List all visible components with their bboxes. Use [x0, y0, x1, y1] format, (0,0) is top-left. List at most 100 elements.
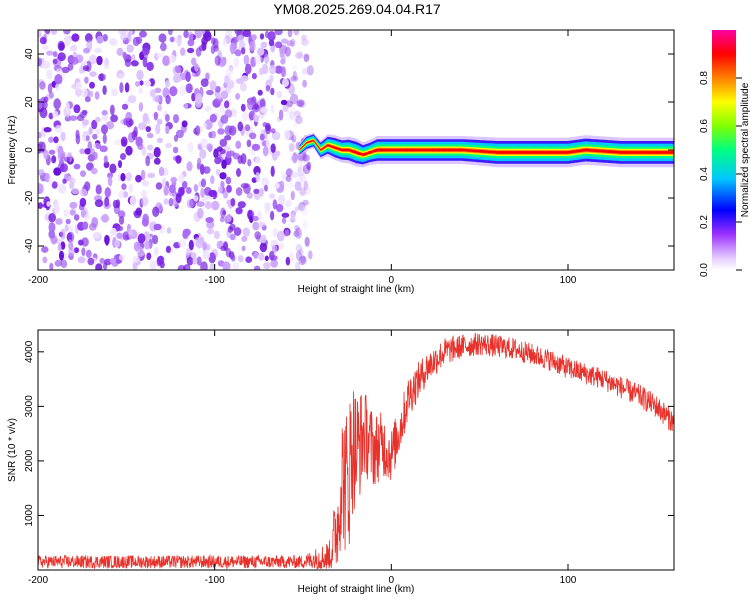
noise-blob: [149, 260, 157, 270]
noise-blob: [220, 90, 229, 100]
noise-blob: [62, 178, 67, 184]
noise-blob: [132, 36, 140, 47]
noise-blob: [60, 228, 66, 240]
noise-blob: [141, 217, 149, 227]
noise-blob: [81, 247, 86, 256]
noise-blob: [96, 55, 103, 66]
noise-blob: [275, 150, 281, 157]
noise-blob: [297, 151, 306, 161]
ridge-peak-dot: [548, 151, 553, 154]
noise-blob: [281, 171, 289, 181]
noise-blob: [286, 220, 292, 230]
noise-blob: [285, 256, 291, 266]
noise-blob: [286, 40, 294, 47]
noise-blob: [213, 230, 220, 240]
colorbar: 0.0 0.2 0.4 0.6 0.8 Normalized spectral ampl…: [699, 30, 750, 277]
noise-blob: [95, 184, 102, 195]
noise-blob: [110, 114, 118, 123]
ridge-peak-dot: [447, 148, 452, 152]
noise-blob: [83, 48, 90, 54]
ridge-peak-dot: [532, 151, 537, 154]
noise-blob: [69, 181, 75, 190]
noise-blob: [222, 38, 227, 47]
noise-blob: [147, 144, 154, 151]
ridge-peak-dot: [505, 151, 511, 154]
noise-blob: [304, 236, 310, 247]
noise-blob: [78, 239, 84, 246]
noise-blob: [72, 51, 77, 58]
noise-blob: [237, 121, 244, 132]
noise-blob: [224, 135, 232, 141]
noise-blob: [67, 175, 74, 182]
noise-blob: [128, 118, 134, 126]
noise-blob: [90, 167, 98, 175]
noise-blob: [197, 157, 202, 169]
noise-blob: [204, 105, 211, 112]
noise-blob: [264, 205, 271, 214]
ridge-peak-dot: [479, 149, 484, 153]
noise-blob: [270, 128, 276, 134]
noise-blob: [280, 66, 286, 78]
noise-blob: [165, 114, 170, 122]
noise-blob: [52, 58, 58, 65]
noise-blob: [298, 248, 304, 256]
noise-blob: [142, 115, 151, 125]
heatmap-y-tick-label: 40: [24, 48, 35, 60]
noise-blob: [276, 203, 284, 213]
noise-blob: [153, 223, 162, 231]
noise-blob: [123, 117, 128, 126]
ridge-peak-dot: [458, 148, 463, 152]
noise-blob: [172, 146, 179, 154]
noise-blob: [131, 130, 138, 141]
noise-blob: [293, 232, 299, 242]
noise-blob: [251, 104, 261, 113]
noise-blob: [155, 123, 161, 135]
noise-blob: [296, 50, 304, 58]
noise-blob: [185, 71, 191, 83]
noise-blob: [305, 161, 311, 170]
noise-blob: [186, 256, 194, 266]
noise-blob: [210, 45, 216, 55]
noise-blob: [54, 203, 60, 214]
noise-blob: [144, 80, 151, 87]
noise-blob: [261, 177, 270, 187]
noise-blob: [194, 30, 203, 39]
noise-blob: [60, 259, 68, 269]
ridge-peak-dot: [500, 151, 505, 154]
noise-blob: [68, 248, 75, 257]
noise-blob: [293, 230, 300, 238]
noise-blob: [200, 138, 209, 149]
noise-blob: [175, 193, 182, 204]
noise-blob: [57, 183, 67, 194]
noise-blob: [46, 69, 53, 80]
noise-blob: [69, 201, 78, 209]
noise-blob: [73, 104, 81, 114]
noise-blob: [235, 207, 243, 215]
noise-blob: [95, 143, 102, 150]
noise-blob: [196, 201, 205, 208]
noise-blob: [89, 90, 94, 98]
noise-blob: [208, 252, 216, 264]
noise-blob: [89, 54, 97, 65]
noise-blob: [39, 36, 47, 45]
noise-blob: [254, 156, 261, 164]
noise-blob: [237, 255, 244, 263]
noise-blob: [152, 234, 159, 245]
noise-blob: [290, 93, 299, 105]
ridge-peak-dot: [617, 150, 622, 154]
noise-blob: [117, 210, 126, 219]
noise-blob: [86, 162, 94, 171]
noise-blob: [141, 48, 150, 56]
noise-blob: [264, 184, 268, 192]
noise-blob: [84, 214, 91, 221]
noise-blob: [38, 169, 45, 176]
noise-blob: [175, 129, 184, 139]
noise-blob: [109, 38, 118, 46]
noise-blob: [81, 237, 89, 247]
noise-blob: [236, 168, 241, 177]
noise-blob: [293, 110, 301, 118]
noise-blob: [101, 115, 109, 121]
noise-blob: [95, 263, 103, 270]
noise-blob: [301, 67, 309, 75]
